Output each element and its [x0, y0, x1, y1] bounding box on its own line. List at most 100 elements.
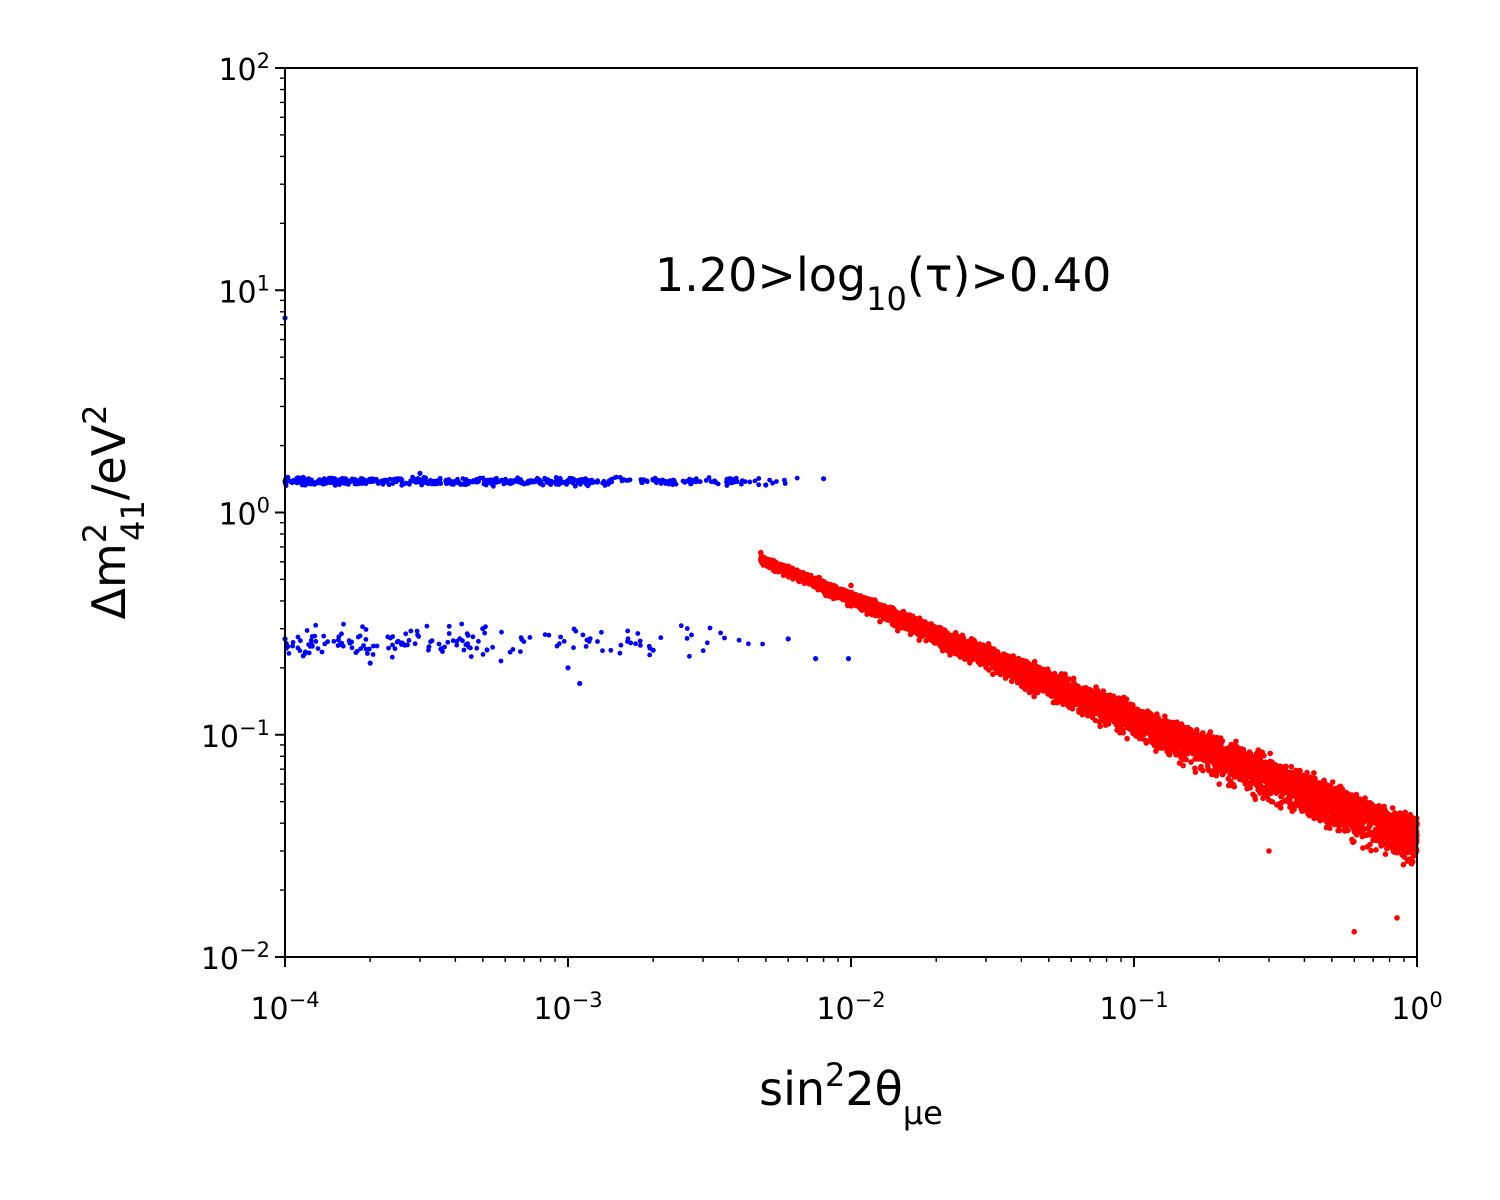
red-point — [1031, 658, 1038, 665]
blue-point — [729, 479, 735, 485]
blue-point — [366, 646, 372, 652]
blue-point — [715, 481, 721, 487]
blue-point — [484, 647, 490, 653]
blue-point — [358, 646, 364, 651]
blue-point — [491, 483, 496, 489]
blue-point — [516, 479, 522, 485]
blue-point — [468, 654, 474, 659]
red-point — [1353, 791, 1360, 798]
blue-point — [578, 480, 584, 485]
blue-point — [436, 641, 442, 647]
blue-point — [515, 475, 520, 481]
blue-point — [663, 481, 669, 486]
blue-point — [584, 477, 590, 483]
blue-point — [394, 479, 399, 485]
blue-point — [770, 480, 775, 486]
blue-point — [461, 647, 467, 653]
blue-point — [406, 638, 412, 643]
blue-point — [595, 639, 600, 644]
blue-point — [322, 641, 328, 647]
blue-point — [571, 626, 577, 632]
red-point — [1402, 809, 1408, 816]
blue-point — [621, 477, 627, 482]
data-points — [282, 315, 1420, 935]
blue-point — [711, 479, 717, 485]
blue-point — [722, 635, 727, 641]
blue-point — [589, 477, 595, 483]
blue-point — [480, 652, 486, 657]
blue-point — [625, 628, 631, 634]
blue-point — [347, 640, 353, 646]
blue-point — [306, 650, 312, 656]
blue-point — [307, 644, 313, 649]
blue-point — [360, 624, 365, 630]
blue-point — [431, 478, 437, 484]
red-point — [1354, 827, 1360, 834]
blue-point — [700, 648, 706, 654]
blue-point — [656, 478, 662, 483]
blue-point — [399, 478, 405, 483]
blue-point — [747, 479, 753, 485]
blue-point — [644, 479, 650, 485]
blue-point — [402, 642, 408, 648]
blue-point — [617, 650, 623, 656]
blue-point — [386, 645, 391, 651]
blue-point — [760, 641, 765, 647]
blue-point — [455, 476, 460, 482]
blue-point — [313, 639, 319, 644]
blue-point — [357, 480, 362, 486]
blue-point — [557, 476, 563, 482]
red-point — [1329, 779, 1336, 785]
blue-point — [739, 478, 745, 483]
blue-point — [633, 641, 638, 647]
blue-point — [290, 643, 295, 649]
red-point — [1153, 748, 1159, 754]
blue-point — [337, 482, 342, 488]
blue-point — [304, 628, 310, 633]
blue-point — [507, 649, 513, 655]
blue-point — [501, 481, 507, 487]
blue-point — [646, 643, 652, 649]
red-point — [1273, 790, 1280, 796]
blue-point — [321, 476, 327, 482]
red-point — [947, 652, 953, 658]
blue-point — [707, 625, 713, 631]
blue-point — [387, 476, 393, 482]
blue-point — [467, 479, 473, 485]
blue-point — [450, 638, 456, 644]
blue-point — [309, 634, 315, 639]
blue-point — [374, 643, 380, 649]
blue-point — [313, 622, 319, 628]
blue-point — [697, 479, 703, 484]
red-point — [1373, 847, 1379, 853]
red-point — [1261, 752, 1267, 759]
blue-point — [403, 631, 409, 637]
blue-point — [617, 475, 623, 480]
blue-point — [585, 483, 591, 489]
blue-point — [419, 482, 425, 488]
blue-point — [332, 476, 338, 482]
blue-point — [577, 680, 583, 687]
blue-point — [678, 623, 684, 629]
blue-point — [570, 480, 576, 486]
blue-point — [363, 637, 369, 642]
blue-point — [558, 634, 563, 640]
blue-point — [528, 478, 534, 484]
blue-point — [637, 638, 643, 644]
blue-point — [756, 476, 762, 481]
red-point — [1278, 793, 1284, 800]
blue-point — [724, 476, 730, 482]
red-point — [1227, 778, 1234, 785]
blue-point — [443, 478, 448, 484]
blue-point — [499, 629, 504, 635]
blue-point — [426, 647, 431, 653]
blue-point — [571, 645, 576, 651]
blue-point — [518, 649, 523, 654]
blue-point — [380, 481, 386, 487]
blue-point — [739, 481, 744, 487]
blue-point — [429, 638, 435, 644]
blue-point — [763, 482, 769, 488]
blue-point — [565, 665, 571, 671]
blue-point — [445, 639, 451, 645]
